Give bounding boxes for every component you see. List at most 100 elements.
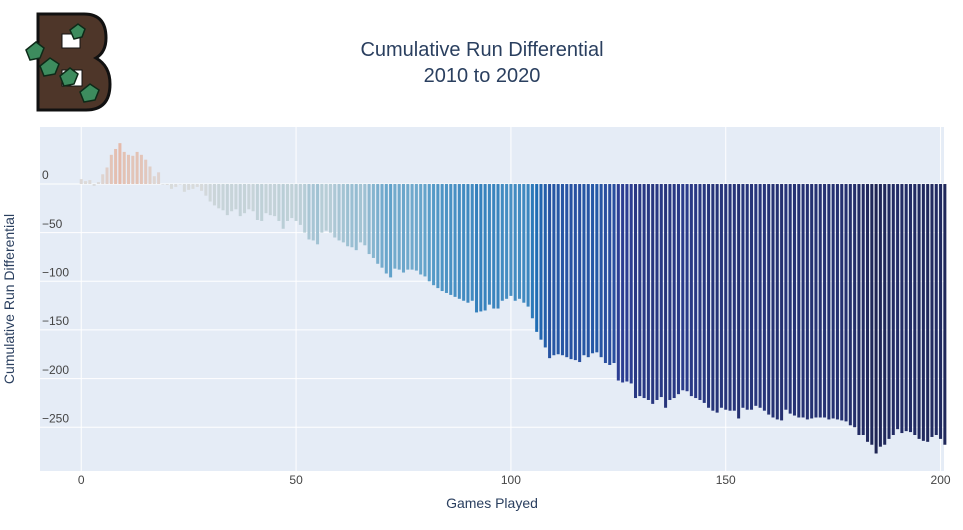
bar xyxy=(595,184,599,353)
bar xyxy=(234,184,238,210)
bar xyxy=(380,184,384,268)
bar xyxy=(217,184,221,209)
bar xyxy=(685,184,689,392)
y-tick-label: −200 xyxy=(42,363,69,377)
bar xyxy=(118,143,122,185)
bar xyxy=(341,184,345,243)
bar xyxy=(440,184,444,292)
bar xyxy=(238,184,242,217)
bar xyxy=(139,154,143,185)
bar xyxy=(543,184,547,348)
bar xyxy=(672,184,676,399)
bar xyxy=(144,159,148,185)
bar xyxy=(573,184,577,361)
bar xyxy=(169,184,173,189)
chart-subtitle: 2010 to 2020 xyxy=(424,65,541,87)
bar xyxy=(221,184,225,211)
bar xyxy=(569,184,573,360)
y-tick-label: −100 xyxy=(42,265,69,279)
bar xyxy=(350,184,354,248)
bar xyxy=(676,184,680,395)
bar xyxy=(715,184,719,413)
bar xyxy=(79,179,83,185)
bar xyxy=(603,184,607,364)
bar xyxy=(114,148,118,185)
bar xyxy=(517,184,522,299)
bar xyxy=(92,184,96,186)
bar xyxy=(896,184,900,430)
x-tick-label: 0 xyxy=(78,473,85,487)
bar xyxy=(891,184,895,436)
bar xyxy=(737,184,741,419)
bar xyxy=(732,184,736,411)
bar xyxy=(384,184,388,274)
bar xyxy=(878,184,882,447)
chart-title: Cumulative Run Differential xyxy=(360,39,603,61)
bar xyxy=(689,184,693,397)
bar xyxy=(96,182,100,185)
bar xyxy=(462,184,466,301)
bar xyxy=(831,184,835,419)
bar xyxy=(883,184,887,445)
bar xyxy=(711,184,715,411)
bar xyxy=(866,184,870,442)
bar xyxy=(758,184,762,408)
bar xyxy=(608,184,612,365)
bar xyxy=(754,184,758,406)
y-tick-label: −150 xyxy=(42,314,69,328)
bar xyxy=(389,184,393,278)
bar xyxy=(475,184,479,313)
bar xyxy=(651,184,655,404)
bar xyxy=(659,184,663,398)
bar xyxy=(496,184,500,309)
bar xyxy=(324,184,328,231)
bar xyxy=(775,184,779,420)
bar xyxy=(887,184,891,439)
bar xyxy=(724,184,728,410)
bar xyxy=(466,184,470,303)
bar xyxy=(307,184,311,240)
bar xyxy=(835,184,839,420)
bar xyxy=(900,184,904,434)
bar xyxy=(285,184,289,221)
bar xyxy=(427,184,431,282)
bar xyxy=(784,184,788,410)
bar xyxy=(88,180,92,185)
bar xyxy=(230,184,234,212)
bar xyxy=(84,181,88,185)
bar xyxy=(178,184,182,185)
bar xyxy=(522,184,526,303)
bar xyxy=(857,184,861,436)
bar xyxy=(698,184,702,400)
bar xyxy=(827,184,831,420)
y-tick-label: 0 xyxy=(42,168,49,182)
bar xyxy=(457,184,461,299)
bar xyxy=(328,184,332,233)
bar xyxy=(823,184,827,418)
bar xyxy=(548,184,552,359)
bar xyxy=(105,167,109,185)
bar xyxy=(492,184,496,309)
bar xyxy=(204,184,208,196)
bar xyxy=(930,184,934,437)
bar xyxy=(771,184,775,418)
bar xyxy=(642,184,646,399)
bar xyxy=(586,184,590,358)
bar xyxy=(668,184,672,400)
bar xyxy=(225,184,229,216)
bar xyxy=(612,184,616,364)
bar xyxy=(599,184,603,358)
bar xyxy=(681,184,685,391)
bar xyxy=(792,184,796,416)
bar xyxy=(195,184,199,187)
bar xyxy=(934,184,938,436)
bar xyxy=(629,184,633,384)
bar xyxy=(848,184,852,426)
bar xyxy=(320,184,324,233)
bar xyxy=(479,184,483,312)
bar xyxy=(917,184,921,439)
y-axis-title: Cumulative Run Differential xyxy=(1,214,17,384)
bar xyxy=(135,151,139,185)
y-tick-label: −50 xyxy=(42,217,63,231)
bar xyxy=(913,184,917,436)
